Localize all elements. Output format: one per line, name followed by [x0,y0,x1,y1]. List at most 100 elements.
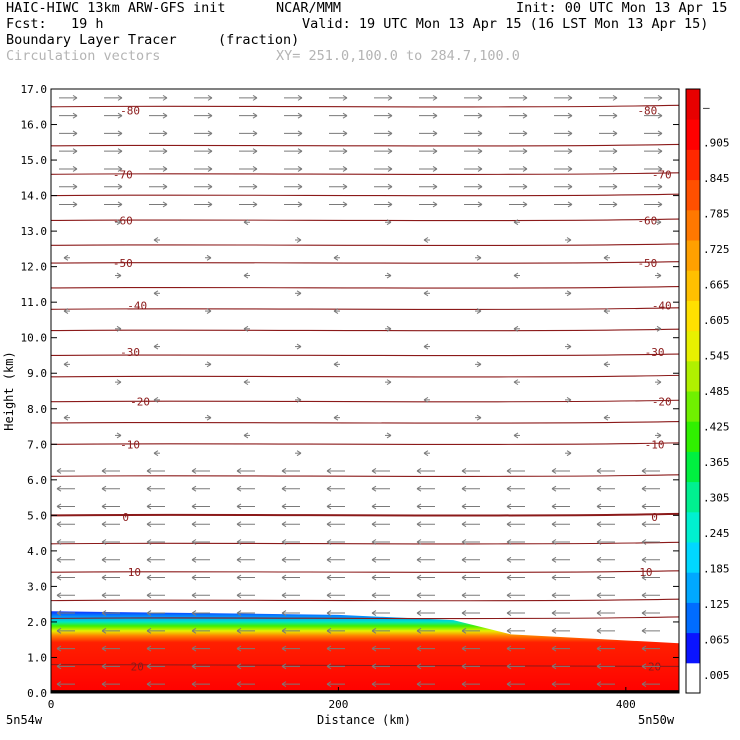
vector-arrow [101,503,120,510]
vector-arrow [416,610,435,616]
overlay-label: Circulation vectors [6,48,161,64]
colorbar-swatch [686,300,700,332]
contour-label: -70 [113,168,133,181]
colorbar-label: .365 [703,456,730,469]
colorbar-swatch [686,330,700,362]
colorbar-swatch [686,572,700,603]
contour-label: 0 [651,511,658,524]
vector-arrow [56,521,75,528]
vector-arrow [416,681,435,688]
contour-line [51,399,679,403]
vector-arrow [101,592,120,599]
contour-label: -20 [130,396,150,409]
vector-arrow [326,539,345,545]
vector-arrow [596,521,615,528]
vector-arrow [565,237,572,243]
vector-arrow [191,663,210,670]
vector-arrow [146,681,165,688]
vector-arrow [506,539,525,545]
vector-arrow [464,112,483,119]
vector-arrow [554,94,573,101]
x-endpoint-right: 5n50w [638,713,675,727]
vector-arrow [461,627,480,634]
vector-arrow [461,681,480,688]
vector-arrow [329,130,348,137]
vector-arrow [236,663,255,670]
vector-arrow [191,592,210,599]
vector-arrow [565,290,572,297]
vector-arrow [506,627,525,634]
vector-arrow [554,130,573,137]
vector-arrow [295,396,302,403]
vector-arrow [461,503,480,510]
contour-line [51,328,679,332]
vector-arrow [295,450,302,457]
colorbar-swatch [686,149,700,181]
vector-arrow [243,432,250,439]
contour-line [51,598,679,602]
vector-arrow [551,556,570,563]
vector-arrow [104,130,123,137]
colorbar-label: .305 [703,492,730,505]
vector-arrow [56,663,75,670]
vector-arrow [565,450,572,457]
vector-arrow [205,361,212,368]
vector-arrow [374,201,393,208]
vector-arrow [641,627,660,634]
contour-label: -40 [652,300,672,313]
vector-arrow [596,592,615,599]
vector-arrow [115,272,122,279]
vector-arrow [551,610,570,616]
colorbar-swatch [686,240,700,271]
tracer-field [51,611,679,693]
vector-arrow [104,183,123,190]
colorbar-label: .125 [703,598,730,611]
contour-line [51,541,679,545]
vector-arrow [191,539,210,545]
contour-line [51,193,679,197]
contour-line [51,474,679,477]
colorbar-swatch [686,89,700,120]
vector-arrow [236,521,255,528]
contour-line [51,172,679,175]
vector-arrow [191,610,210,616]
vector-arrow [641,468,660,474]
colorbar-label: .725 [703,243,730,256]
vector-arrow [329,94,348,101]
terrain-line [51,690,679,693]
vector-arrow [371,574,390,581]
y-tick-label: 15.0 [21,154,48,167]
vector-arrow [385,379,392,386]
y-axis-label: Height (km) [2,351,16,430]
vector-arrow [236,556,255,563]
colorbar-swatch [686,421,700,452]
vector-arrow [191,627,210,634]
vector-arrow [333,361,340,368]
contour-line [51,421,679,424]
contour-label: 10 [128,566,141,579]
vector-arrow [385,325,392,332]
vector-arrow [416,485,435,492]
contour-label: -10 [120,438,140,451]
vector-arrow [115,379,122,386]
vector-arrow [236,592,255,599]
x-endpoint-left: 5n54w [6,713,43,727]
vector-arrow [191,574,210,581]
vector-arrow [101,663,120,670]
vector-arrow [423,396,430,403]
vector-arrow [243,325,250,332]
vector-arrow [371,468,390,474]
vector-arrow [509,148,528,155]
init-time: Init: 00 UTC Mon 13 Apr 15 [516,0,728,16]
vector-arrow [146,521,165,528]
colorbar-label: .905 [703,136,730,149]
vector-arrow [153,343,160,350]
vector-arrow [464,94,483,101]
contour-label: -60 [637,214,657,227]
vector-arrow [329,148,348,155]
colorbar-label: .485 [703,385,730,398]
vector-arrow [513,379,520,386]
vector-arrow [641,503,660,510]
vector-arrow [149,112,168,119]
